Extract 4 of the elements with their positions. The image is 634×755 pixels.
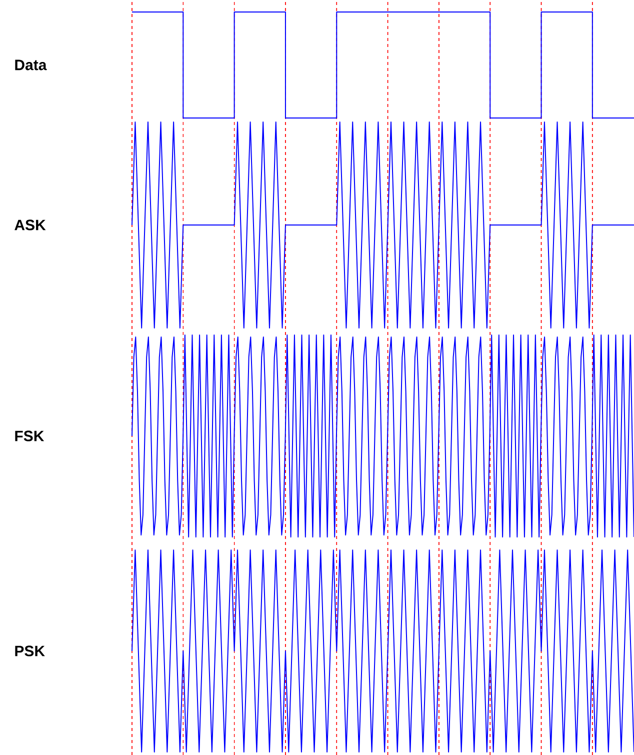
y-axis-title: ASK — [14, 220, 46, 230]
y-axis-title: Data — [15, 60, 47, 70]
y-axis-title: FSK — [15, 430, 44, 442]
y-axis-title: PSK — [15, 646, 45, 656]
